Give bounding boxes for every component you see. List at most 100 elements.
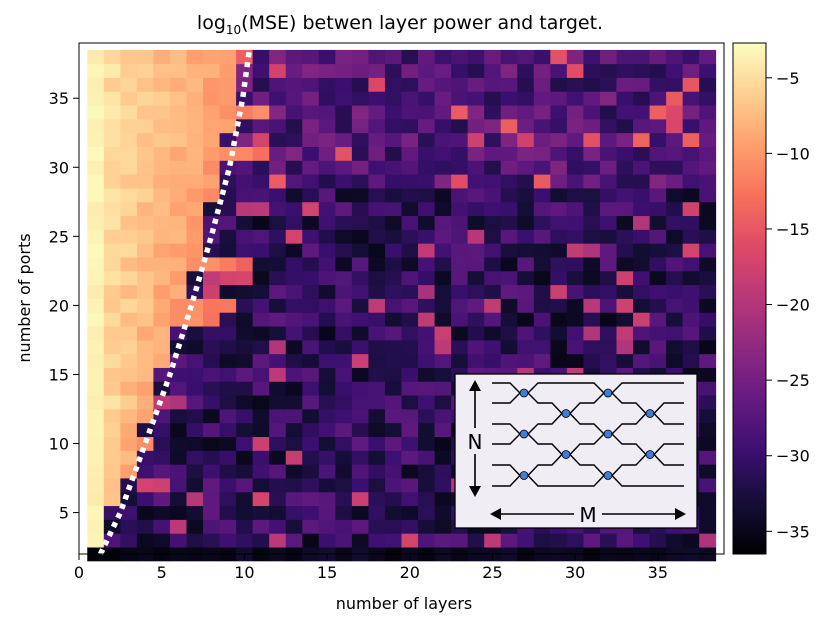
- heatmap-cell: [103, 257, 121, 272]
- heatmap-cell: [203, 381, 220, 396]
- heatmap-cell: [616, 146, 634, 161]
- heatmap-cell: [252, 312, 270, 327]
- heatmap-cell: [418, 160, 435, 175]
- heatmap-cell: [517, 326, 535, 341]
- heatmap-cell: [269, 215, 287, 230]
- heatmap-cell: [87, 519, 105, 534]
- heatmap-cell: [136, 146, 154, 161]
- heatmap-cell: [136, 257, 154, 272]
- heatmap-cell: [583, 77, 601, 92]
- heatmap-cell: [550, 533, 568, 548]
- heatmap-cell: [434, 243, 452, 258]
- heatmap-cell: [335, 174, 353, 189]
- heatmap-cell: [633, 326, 650, 341]
- heatmap-cell: [633, 353, 650, 368]
- heatmap-cell: [335, 519, 353, 534]
- heatmap-cell: [633, 160, 650, 175]
- heatmap-cell: [318, 132, 336, 147]
- heatmap-cell: [285, 49, 303, 65]
- n-label-bg: [464, 428, 486, 454]
- heatmap-cell: [285, 353, 303, 368]
- heatmap-cell: [566, 270, 584, 286]
- heatmap-cell: [616, 118, 634, 134]
- heatmap-cell: [550, 174, 568, 189]
- heatmap-cell: [219, 353, 237, 368]
- heatmap-cell: [583, 160, 601, 175]
- heatmap-cell: [633, 77, 650, 92]
- heatmap-cell: [533, 339, 551, 355]
- heatmap-cell: [87, 188, 105, 203]
- heatmap-cell: [699, 63, 717, 78]
- heatmap-cell: [401, 533, 419, 548]
- heatmap-cell: [583, 201, 601, 217]
- heatmap-cell: [186, 367, 204, 382]
- heatmap-cell: [219, 519, 237, 534]
- heatmap-cell: [269, 118, 287, 134]
- heatmap-cell: [649, 77, 667, 92]
- heatmap-cell: [682, 132, 700, 147]
- heatmap-cell: [401, 478, 419, 493]
- heatmap-cell: [384, 77, 402, 92]
- heatmap-cell: [335, 395, 353, 410]
- heatmap-cell: [120, 312, 138, 327]
- heatmap-cell: [318, 505, 336, 520]
- heatmap-cell: [203, 353, 220, 368]
- heatmap-cell: [302, 478, 320, 493]
- heatmap-cell: [368, 257, 386, 272]
- heatmap-cell: [186, 353, 204, 368]
- heatmap-cell: [335, 464, 353, 479]
- heatmap-cell: [318, 174, 336, 189]
- heatmap-cell: [351, 105, 369, 120]
- heatmap-cell: [252, 257, 270, 272]
- heatmap-cell: [682, 146, 700, 161]
- heatmap-cell: [169, 395, 187, 410]
- heatmap-cell: [467, 339, 485, 355]
- heatmap-cell: [186, 478, 204, 493]
- heatmap-cell: [699, 215, 717, 230]
- heatmap-cell: [384, 450, 402, 465]
- heatmap-cell: [484, 160, 502, 175]
- heatmap-cell: [401, 77, 419, 92]
- heatmap-cell: [219, 395, 237, 410]
- heatmap-cell: [616, 339, 634, 355]
- heatmap-cell: [269, 491, 287, 507]
- heatmap-cell: [500, 298, 518, 313]
- heatmap-cell: [318, 298, 336, 313]
- heatmap-cell: [401, 270, 419, 286]
- heatmap-cell: [318, 243, 336, 258]
- heatmap-cell: [120, 146, 138, 161]
- heatmap-cell: [136, 105, 154, 120]
- heatmap-cell: [384, 174, 402, 189]
- heatmap-cell: [236, 284, 254, 299]
- heatmap-cell: [368, 215, 386, 230]
- colorbar-tick-label: −35: [776, 522, 810, 541]
- heatmap-cell: [699, 91, 717, 106]
- heatmap-cell: [368, 229, 386, 244]
- heatmap-cell: [203, 284, 220, 299]
- heatmap-cell: [120, 118, 138, 134]
- heatmap-cell: [533, 229, 551, 244]
- heatmap-cell: [401, 284, 419, 299]
- heatmap-cell: [269, 201, 287, 217]
- heatmap-cell: [153, 491, 171, 507]
- heatmap-cell: [649, 91, 667, 106]
- heatmap-cell: [649, 326, 667, 341]
- heatmap-cell: [566, 326, 584, 341]
- heatmap-cell: [186, 160, 204, 175]
- heatmap-cell: [682, 284, 700, 299]
- heatmap-cell: [269, 533, 287, 548]
- coupler-node: [645, 450, 655, 459]
- heatmap-cell: [219, 49, 237, 65]
- heatmap-cell: [368, 422, 386, 438]
- heatmap-cell: [649, 132, 667, 147]
- heatmap-cell: [666, 201, 684, 217]
- heatmap-cell: [236, 491, 254, 507]
- heatmap-cell: [103, 381, 121, 396]
- heatmap-cell: [434, 367, 452, 382]
- heatmap-cell: [236, 229, 254, 244]
- heatmap-cell: [302, 450, 320, 465]
- heatmap-cell: [633, 257, 650, 272]
- heatmap-cell: [434, 505, 452, 520]
- heatmap-cell: [351, 174, 369, 189]
- heatmap-cell: [87, 450, 105, 465]
